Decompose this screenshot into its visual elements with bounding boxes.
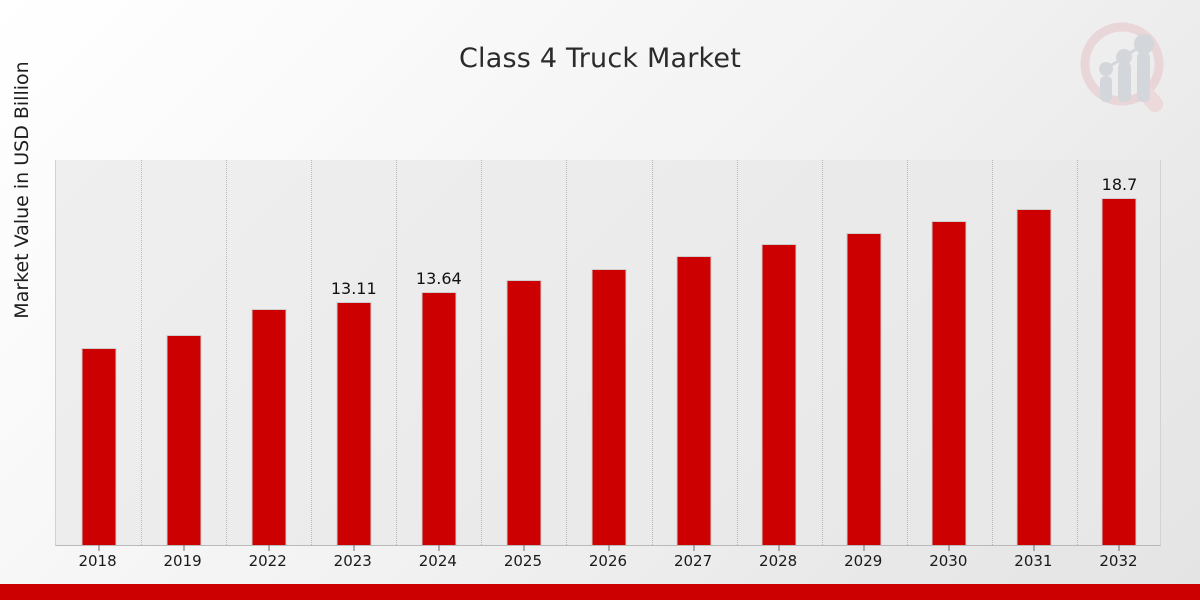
x-axis-tick [863,545,865,551]
x-tick-label-2025: 2025 [503,552,542,570]
x-tick-label-2031: 2031 [1014,552,1053,570]
bar-2026[interactable] [591,268,627,545]
bar-slot: 13.64 [396,160,481,551]
bar-2029[interactable] [846,233,882,545]
x-tick-label-2019: 2019 [163,552,202,570]
bar-slot [737,160,822,551]
x-axis-tick [693,545,695,551]
x-tick-label-2018: 2018 [78,552,117,570]
gridline [1076,160,1078,545]
bar-2031[interactable] [1016,209,1052,545]
bar-slot [992,160,1077,551]
page-title: Class 4 Truck Market [459,43,741,74]
y-axis-title: Market Value in USD Billion [11,61,33,319]
gridline [311,160,313,545]
bar-value-label-2032: 18.7 [1101,174,1138,194]
bar-2025[interactable] [506,279,542,545]
bar-value-label-2024: 13.64 [415,268,462,288]
x-axis-tick [268,545,270,551]
bar-slot [141,160,226,551]
gridline [566,160,568,545]
gridline [991,160,993,545]
x-axis-tick [1118,545,1120,551]
bar-2027[interactable] [676,256,712,545]
bar-2019[interactable] [166,335,202,545]
gridline [396,160,398,545]
footer-band [0,584,1200,600]
bar-2032[interactable] [1101,197,1137,545]
x-axis-tick [353,545,355,551]
x-axis-tick [1033,545,1035,551]
x-axis-tick [98,545,100,551]
bar-2028[interactable] [761,244,797,545]
bar-slot [907,160,992,551]
bar-slot: 13.11 [311,160,396,551]
x-axis-tick [948,545,950,551]
bar-2018[interactable] [81,348,117,545]
bar-slot [822,160,907,551]
gridline [736,160,738,545]
plot-area: 13.11 13.64 18.7 [55,160,1162,551]
gridline [906,160,908,545]
x-tick-label-2030: 2030 [929,552,968,570]
gridline [481,160,483,545]
bar-slot: 18.7 [1077,160,1162,551]
x-axis-tick [523,545,525,551]
bar-slot [566,160,651,551]
gridline [226,160,228,545]
x-tick-label-2022: 2022 [248,552,287,570]
bar-slot [226,160,311,551]
bar-2022[interactable] [251,309,287,545]
gridline [821,160,823,545]
x-tick-label-2026: 2026 [588,552,628,570]
gridline [651,160,653,545]
x-axis-tick [183,545,185,551]
x-axis-tick [438,545,440,551]
x-tick-label-2027: 2027 [673,552,713,570]
x-tick-label-2024: 2024 [418,552,457,570]
bar-slot [56,160,141,551]
bar-slot [652,160,737,551]
x-tick-label-2032: 2032 [1099,552,1138,570]
x-tick-label-2028: 2028 [759,552,798,570]
gridline [141,160,143,545]
x-axis-tick [608,545,610,551]
x-axis-tick [778,545,780,551]
bar-2023[interactable] [336,301,372,545]
bar-2024[interactable] [421,291,457,545]
x-tick-label-2029: 2029 [844,552,883,570]
bar-2030[interactable] [931,221,967,545]
bar-value-label-2023: 13.11 [330,278,377,298]
x-tick-label-2023: 2023 [333,552,372,570]
bar-slot [481,160,566,551]
